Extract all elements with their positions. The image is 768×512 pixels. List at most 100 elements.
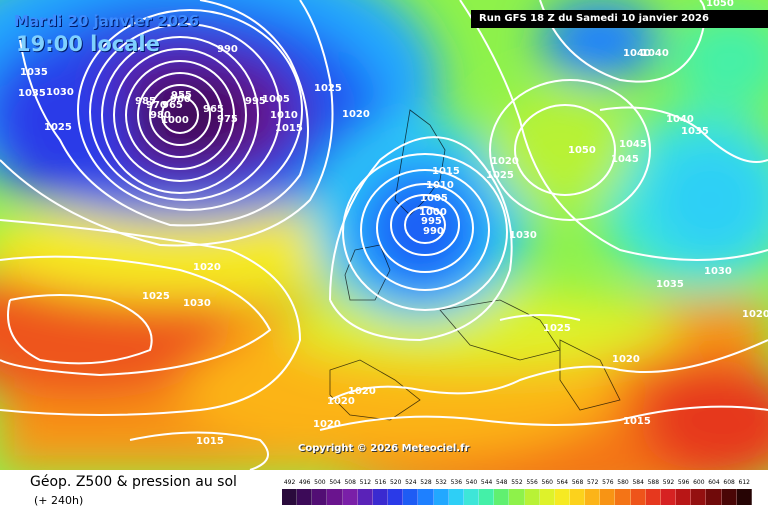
legend-tick-label: 536: [450, 479, 463, 486]
label-nw: 1025: [314, 83, 342, 94]
legend-swatches: [282, 489, 752, 505]
valid-time: 19:00 locale: [16, 32, 160, 56]
legend-tick-label: 592: [662, 479, 675, 486]
legend-tick-label: 608: [723, 479, 735, 486]
copyright-text: Copyright © 2026 Meteociel.fr: [298, 443, 470, 454]
product-title: Géop. Z500 & pression au sol: [30, 474, 237, 490]
label-east: 1030: [704, 266, 732, 277]
lead-time: (+ 240h): [34, 494, 84, 507]
legend-tick-label: 560: [541, 479, 553, 486]
legend-swatch: [463, 489, 480, 505]
z500-map: 1000 990 985 980 970 965 960 955 975 965…: [0, 0, 768, 470]
label-nw: 1025: [44, 122, 72, 133]
legend-swatch: [312, 489, 328, 505]
label-south: 1025: [543, 323, 571, 334]
label-nw: 1000: [161, 115, 189, 126]
legend-tick-label: 532: [435, 479, 447, 486]
legend-tick-label: 600: [693, 479, 705, 486]
legend-tick-label: 604: [708, 479, 720, 486]
label-south: 1020: [313, 419, 341, 430]
label-south: 1015: [623, 416, 651, 427]
legend-tick-label: 588: [647, 479, 660, 486]
legend-tick-label: 596: [677, 479, 690, 486]
label-east: 1035: [681, 126, 709, 137]
legend-swatch: [388, 489, 404, 505]
legend-swatch: [418, 489, 434, 505]
legend-swatch: [736, 489, 752, 505]
legend-tick-label: 528: [420, 479, 432, 486]
label-south: 1025: [142, 291, 170, 302]
label-scand: 1030: [509, 230, 537, 241]
legend-swatch: [539, 489, 555, 505]
legend-tick-label: 584: [632, 479, 644, 486]
label-south: 1020: [612, 354, 640, 365]
label-south: 1015: [196, 436, 224, 447]
label-scand: 1005: [420, 193, 448, 204]
legend-tick-label: 556: [526, 479, 538, 486]
legend-swatch: [691, 489, 707, 505]
label-scand: 1025: [486, 170, 514, 181]
legend-swatch: [494, 489, 510, 505]
legend-swatch: [721, 489, 737, 505]
label-nw: 975: [217, 114, 238, 125]
label-nw: 1020: [342, 109, 370, 120]
label-south: 1020: [348, 386, 376, 397]
legend-swatch: [554, 489, 570, 505]
label-nw: 965: [203, 104, 224, 115]
legend-tick-label: 540: [465, 479, 478, 486]
label-north: 1050: [706, 0, 734, 9]
label-nw: 990: [217, 44, 238, 55]
label-scand: 1015: [432, 166, 460, 177]
label-nw: 965: [162, 100, 183, 111]
label-south: 1030: [183, 298, 211, 309]
legend-swatch: [297, 489, 313, 505]
legend-tick-label: 576: [602, 479, 614, 486]
legend-swatch: [403, 489, 419, 505]
legend-swatch: [615, 489, 631, 505]
legend-tick-label: 568: [571, 479, 584, 486]
legend-swatch: [660, 489, 677, 505]
legend-ticks: 492 496 500 504 508 512 516 520 524 528 532 536 540 5…: [282, 478, 752, 488]
legend-tick-label: 500: [314, 479, 326, 486]
label-east: 1040: [641, 48, 669, 59]
label-nw: 1010: [270, 110, 298, 121]
legend-swatch: [676, 489, 692, 505]
legend-swatch: [569, 489, 586, 505]
label-scand: 1000: [419, 207, 447, 218]
legend-tick-label: 508: [344, 479, 356, 486]
legend-tick-label: 492: [283, 479, 296, 486]
legend-tick-label: 580: [617, 479, 629, 486]
legend-tick-label: 612: [738, 479, 750, 486]
label-east: 1045: [611, 154, 639, 165]
legend-tick-label: 548: [496, 479, 508, 486]
isobars: [0, 0, 768, 470]
legend-tick-label: 496: [299, 479, 311, 486]
label-nw: 1030: [46, 87, 74, 98]
label-scand: 1010: [426, 180, 454, 191]
legend-swatch: [630, 489, 646, 505]
label-east: 1050: [568, 145, 596, 156]
legend-tick-label: 520: [389, 479, 402, 486]
label-south: 1020: [327, 396, 355, 407]
legend-swatch: [327, 489, 343, 505]
legend-swatch: [645, 489, 661, 505]
legend-swatch: [372, 489, 389, 505]
legend-swatch: [509, 489, 525, 505]
footer: Géop. Z500 & pression au sol (+ 240h) 49…: [0, 470, 768, 512]
label-nw: 985: [135, 96, 156, 107]
label-nw: 995: [245, 96, 266, 107]
label-nw: 955: [171, 90, 192, 101]
label-east: 1040: [666, 114, 694, 125]
label-nw: 970: [146, 100, 167, 111]
label-scand: 990: [423, 226, 444, 237]
legend-swatch: [433, 489, 449, 505]
legend-tick-label: 544: [480, 479, 493, 486]
label-nw: 980: [150, 110, 171, 121]
label-nw: 960: [170, 94, 191, 105]
label-nw: 1035: [20, 67, 48, 78]
legend-tick-label: 524: [405, 479, 417, 486]
valid-date: Mardi 20 janvier 2026: [14, 12, 200, 30]
legend-tick-label: 572: [586, 479, 599, 486]
legend-tick-label: 564: [556, 479, 569, 486]
